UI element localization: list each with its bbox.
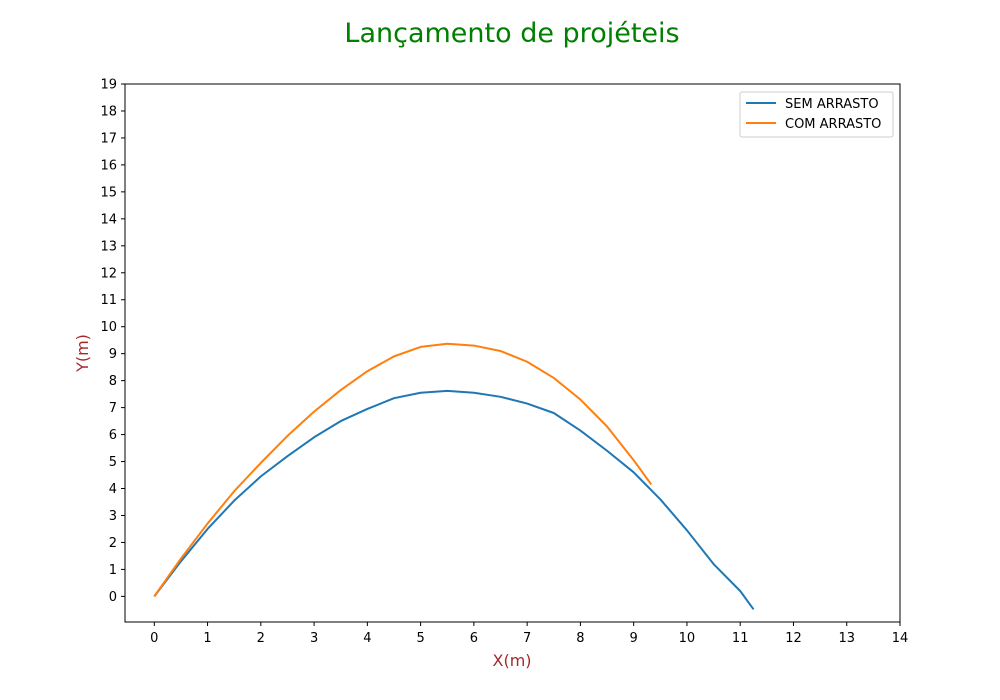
y-tick-label: 2	[109, 536, 117, 551]
y-tick-label: 9	[109, 347, 117, 362]
x-tick-label: 10	[679, 631, 696, 646]
y-tick-label: 11	[100, 293, 117, 308]
y-tick-label: 0	[109, 590, 117, 605]
x-axis-ticks: 0 1 2 3 4 5 6 7 8 9 10 11 12 13 14	[150, 622, 908, 646]
y-tick-label: 5	[109, 455, 117, 470]
y-tick-label: 8	[109, 374, 117, 389]
x-tick-label: 13	[838, 631, 855, 646]
y-tick-label: 12	[100, 266, 117, 281]
y-tick-label: 14	[100, 212, 117, 227]
x-tick-label: 2	[257, 631, 265, 646]
x-tick-label: 5	[416, 631, 424, 646]
y-axis-label: Y(m)	[73, 334, 92, 373]
y-tick-label: 7	[109, 401, 117, 416]
x-tick-label: 12	[785, 631, 802, 646]
x-tick-label: 14	[892, 631, 909, 646]
y-tick-label: 16	[100, 158, 117, 173]
x-tick-label: 6	[470, 631, 478, 646]
x-tick-label: 1	[203, 631, 211, 646]
y-tick-label: 1	[109, 563, 117, 578]
y-tick-label: 6	[109, 428, 117, 443]
series-line-sem-arrasto	[153, 389, 755, 610]
x-axis-label: X(m)	[492, 651, 531, 670]
y-tick-label: 19	[100, 78, 117, 93]
legend: SEM ARRASTO COM ARRASTO	[739, 91, 894, 138]
y-tick-label: 15	[100, 185, 117, 200]
x-tick-label: 4	[363, 631, 371, 646]
x-tick-label: 7	[523, 631, 531, 646]
legend-box	[739, 91, 894, 138]
series-layer	[153, 342, 755, 610]
legend-label-sem-arrasto: SEM ARRASTO	[785, 97, 879, 112]
y-tick-label: 18	[100, 104, 117, 119]
y-tick-label: 13	[100, 239, 117, 254]
y-tick-label: 10	[100, 320, 117, 335]
y-tick-label: 17	[100, 131, 117, 146]
x-tick-label: 11	[732, 631, 749, 646]
series-line-com-arrasto	[153, 342, 653, 597]
axes-frame	[124, 83, 901, 623]
x-tick-label: 3	[310, 631, 318, 646]
x-tick-label: 0	[150, 631, 158, 646]
x-tick-label: 9	[630, 631, 638, 646]
legend-label-com-arrasto: COM ARRASTO	[785, 117, 881, 132]
y-tick-label: 4	[109, 482, 117, 497]
y-tick-label: 3	[109, 509, 117, 524]
chart-title: Lançamento de projéteis	[344, 18, 679, 49]
x-tick-label: 8	[576, 631, 584, 646]
